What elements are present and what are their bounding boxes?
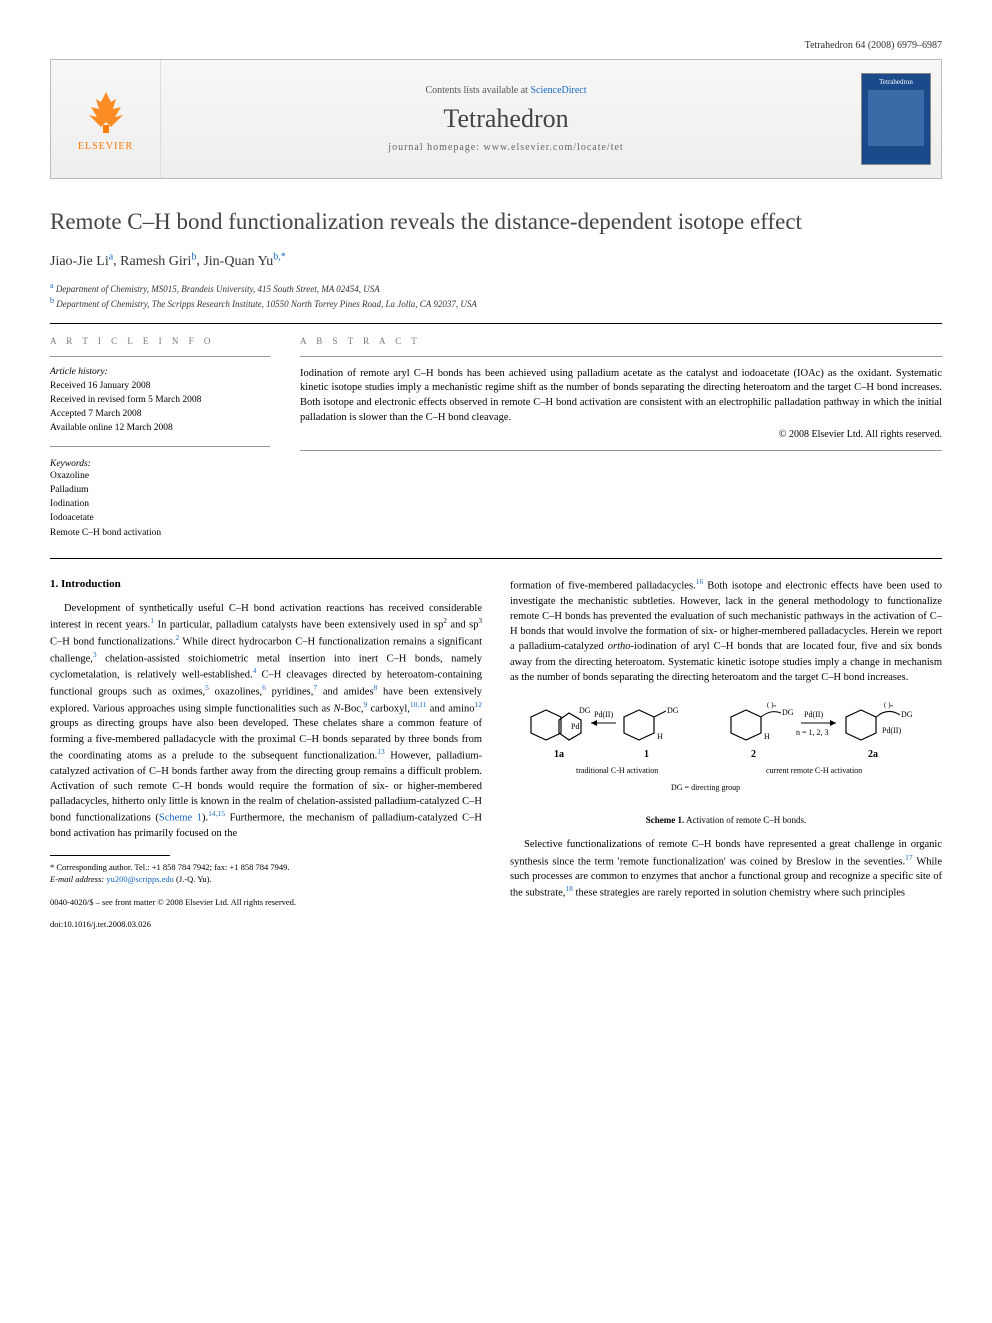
scheme-label-1: 1 [644,749,649,760]
curr-label: current remote C-H activation [766,766,862,775]
author-list: Jiao-Jie Lia, Ramesh Girib, Jin-Quan Yub… [50,251,942,270]
abstract-divider [300,356,942,357]
journal-name: Tetrahedron [443,104,568,134]
homepage-label: journal homepage: [388,142,483,153]
email-footnote: E-mail address: yu200@scripps.edu (J.-Q.… [50,874,482,886]
author-name: Ramesh Giri [120,254,191,269]
journal-banner: ELSEVIER Contents lists available at Sci… [50,59,942,179]
dg-label: DG = directing group [671,783,740,792]
article-info-label: A R T I C L E I N F O [50,336,270,346]
history-received: Received 16 January 2008 [50,379,270,393]
publisher-label: ELSEVIER [78,141,133,152]
svg-text:Pd: Pd [571,722,579,731]
sciencedirect-link[interactable]: ScienceDirect [530,85,586,96]
reagent-right: Pd(II) [804,710,823,719]
homepage-url: www.elsevier.com/locate/tet [484,142,624,153]
cover-thumb-image [868,90,924,146]
aff-label: b [50,296,54,305]
svg-text:DG: DG [667,706,679,715]
elsevier-tree-icon [81,87,131,137]
info-abstract-block: A R T I C L E I N F O Article history: R… [50,336,942,540]
scheme-1-figure: DG Pd 1a Pd(II) DG H 1 tradition [510,695,942,827]
history-accepted: Accepted 7 March 2008 [50,407,270,421]
svg-text:( )ₙ: ( )ₙ [884,701,893,709]
history-label: Article history: [50,367,270,377]
keywords-label: Keywords: [50,459,270,469]
aff-label: a [50,281,54,290]
corresponding-marker: ,* [278,251,286,262]
journal-homepage-line: journal homepage: www.elsevier.com/locat… [388,142,623,153]
contents-prefix: Contents lists available at [425,85,530,96]
affiliation-list: a Department of Chemistry, MS015, Brande… [50,280,942,311]
author-1: Ramesh Girib [120,254,196,269]
email-suffix: (J.-Q. Yu). [174,874,212,884]
footnote-rule [50,855,170,856]
svg-text:( )ₙ: ( )ₙ [767,701,776,709]
aff-text: Department of Chemistry, The Scripps Res… [56,299,477,309]
author-aff-sup: a [109,251,113,262]
rule-above-info [50,323,942,324]
section-1-heading: 1. Introduction [50,577,482,593]
abstract-divider-bottom [300,450,942,451]
cover-thumb-box: Tetrahedron [851,60,941,178]
author-aff-sup: b [191,251,196,262]
email-label: E-mail address: [50,874,104,884]
cover-thumb-title: Tetrahedron [879,78,913,86]
intro-paragraph-right-1: formation of five-membered palladacycles… [510,577,942,685]
scheme-label-1a: 1a [554,749,564,760]
author-name: Jiao-Jie Li [50,254,109,269]
intro-paragraph-left: Development of synthetically useful C–H … [50,601,482,841]
history-online: Available online 12 March 2008 [50,421,270,435]
author-2: Jin-Quan Yub,* [203,254,285,269]
email-link[interactable]: yu200@scripps.edu [106,874,174,884]
info-divider-2 [50,446,270,447]
contents-available-line: Contents lists available at ScienceDirec… [425,85,586,96]
svg-text:H: H [764,732,770,741]
journal-cover-thumb: Tetrahedron [861,73,931,165]
scheme-label-2: 2 [751,749,756,760]
affiliation-a: a Department of Chemistry, MS015, Brande… [50,280,942,296]
n-label: n = 1, 2, 3 [796,728,829,737]
scheme-caption-text: Activation of remote C–H bonds. [684,815,806,825]
doi-line: doi:10.1016/j.tet.2008.03.026 [50,918,482,930]
scheme-caption-bold: Scheme 1. [646,815,685,825]
intro-paragraph-right-2: Selective functionalizations of remote C… [510,837,942,901]
right-column: formation of five-membered palladacycles… [510,577,942,931]
scheme-1-svg: DG Pd 1a Pd(II) DG H 1 tradition [510,695,942,805]
aff-text: Department of Chemistry, MS015, Brandeis… [56,284,380,294]
history-revised: Received in revised form 5 March 2008 [50,393,270,407]
publisher-logo-box: ELSEVIER [51,60,161,178]
author-name: Jin-Quan Yu [203,254,273,269]
rule-below-info [50,558,942,559]
svg-text:DG: DG [579,706,591,715]
svg-text:DG: DG [782,708,794,717]
corresponding-footnote: * Corresponding author. Tel.: +1 858 784… [50,862,482,874]
author-0: Jiao-Jie Lia [50,254,113,269]
abstract-column: A B S T R A C T Iodination of remote ary… [300,336,942,540]
scheme-1-caption: Scheme 1. Activation of remote C–H bonds… [510,814,942,827]
reagent-left: Pd(II) [594,710,613,719]
keyword-2: Iodination [50,497,270,511]
abstract-label: A B S T R A C T [300,336,942,346]
svg-text:Pd(II): Pd(II) [882,726,901,735]
abstract-copyright: © 2008 Elsevier Ltd. All rights reserved… [300,429,942,440]
scheme-label-2a: 2a [868,749,878,760]
info-divider [50,356,270,357]
front-matter-line: 0040-4020/$ – see front matter © 2008 El… [50,896,482,908]
abstract-text: Iodination of remote aryl C–H bonds has … [300,367,942,426]
left-column: 1. Introduction Development of synthetic… [50,577,482,931]
keyword-0: Oxazoline [50,469,270,483]
svg-text:DG: DG [901,710,913,719]
body-columns: 1. Introduction Development of synthetic… [50,577,942,931]
affiliation-b: b Department of Chemistry, The Scripps R… [50,295,942,311]
keyword-1: Palladium [50,483,270,497]
article-info-column: A R T I C L E I N F O Article history: R… [50,336,270,540]
trad-label: traditional C-H activation [576,766,658,775]
running-head: Tetrahedron 64 (2008) 6979–6987 [50,40,942,51]
banner-center: Contents lists available at ScienceDirec… [161,60,851,178]
article-title: Remote C–H bond functionalization reveal… [50,207,942,237]
keyword-4: Remote C–H bond activation [50,526,270,540]
svg-text:H: H [657,732,663,741]
keyword-3: Iodoacetate [50,511,270,525]
